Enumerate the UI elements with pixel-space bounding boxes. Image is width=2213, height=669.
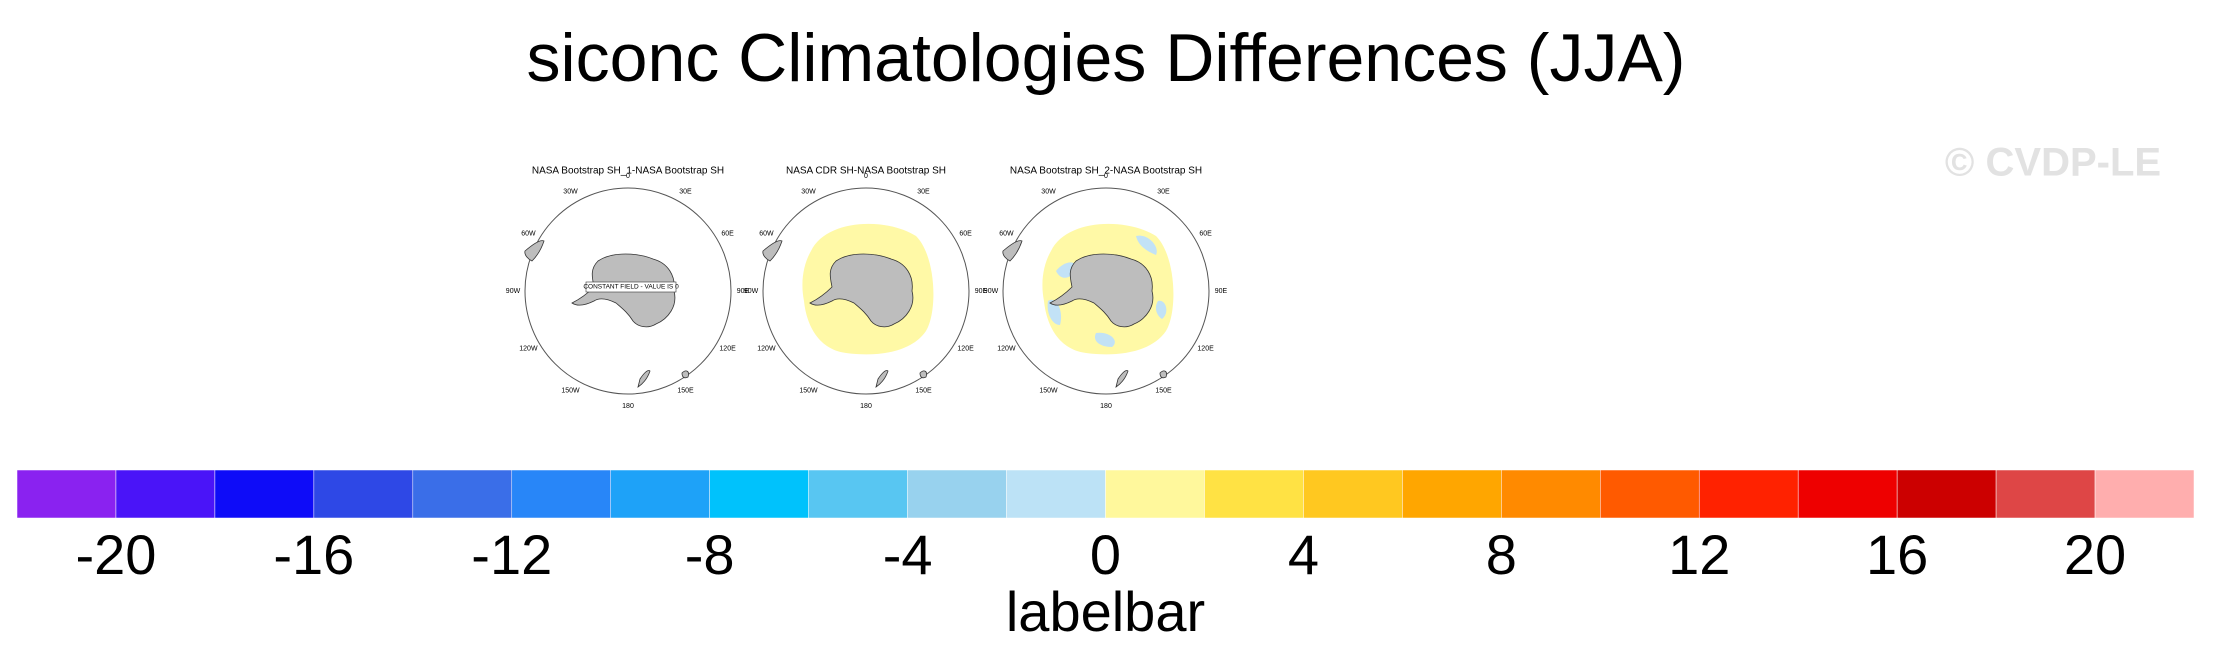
color-box: [511, 469, 611, 519]
land: [1115, 370, 1167, 388]
panel-title: NASA Bootstrap SH_2-NASA Bootstrap SH: [1010, 166, 1202, 177]
color-box: [808, 469, 908, 519]
color-box: [1006, 469, 1106, 519]
x-tick-label: -12: [471, 523, 552, 586]
color-box: [1797, 469, 1898, 519]
longitude-label: 30E: [917, 188, 930, 195]
annotation: CONSTANT FIELD - VALUE IS 0: [583, 284, 679, 291]
longitude-label: 90W: [984, 288, 999, 295]
color-box: [115, 469, 216, 519]
longitude-label: 150W: [1039, 387, 1058, 394]
color-box: [709, 469, 809, 519]
color-box: [1303, 469, 1403, 519]
longitude-label: 90E: [737, 288, 750, 295]
longitude-label: 150W: [799, 387, 818, 394]
longitude-label: 120E: [957, 345, 974, 352]
color-box: [907, 469, 1007, 519]
color-box: [313, 469, 414, 519]
longitude-label: 0: [1104, 173, 1108, 180]
x-tick-label: 16: [1866, 523, 1928, 586]
longitude-label: 30W: [801, 188, 816, 195]
longitude-label: 90E: [975, 288, 988, 295]
color-box: [412, 469, 513, 519]
longitude-label: 120W: [519, 345, 538, 352]
longitude-label: 150E: [1155, 387, 1172, 394]
longitude-label: 60W: [521, 230, 536, 237]
color-box: [214, 469, 315, 519]
longitude-label: 0: [626, 173, 630, 180]
longitude-label: 60E: [959, 230, 972, 237]
panel-title: NASA CDR SH-NASA Bootstrap SH: [786, 166, 946, 177]
color-box: [1105, 469, 1205, 519]
x-tick-label: -16: [273, 523, 354, 586]
longitude-label: 60E: [1199, 230, 1212, 237]
annotation-box: [585, 281, 677, 293]
longitude-label: 150E: [915, 387, 932, 394]
color-box: [16, 469, 117, 519]
longitude-label: 120E: [1197, 345, 1214, 352]
longitude-label: 30W: [1041, 188, 1056, 195]
color-box: [1600, 469, 1700, 519]
longitude-label: 90W: [744, 288, 759, 295]
map-panel: NASA Bootstrap SH_2-NASA Bootstrap SH0 30…: [984, 166, 1228, 410]
x-tick-label: 0: [1090, 523, 1121, 586]
longitude-label: 0: [864, 173, 868, 180]
longitude-label: 150E: [677, 387, 694, 394]
x-tick-label: 4: [1288, 523, 1319, 586]
longitude-label: 60W: [999, 230, 1014, 237]
longitude-label: 120W: [997, 345, 1016, 352]
ice-difference: [1155, 300, 1167, 319]
longitude-label: 180: [1100, 403, 1112, 410]
color-box: [1501, 469, 1601, 519]
longitude-label: 120E: [719, 345, 736, 352]
color-box: [2094, 469, 2195, 519]
x-tick-label: -8: [685, 523, 735, 586]
ice-difference: [1047, 299, 1062, 325]
land: [809, 253, 914, 328]
panel-title: NASA Bootstrap SH_1-NASA Bootstrap SH: [532, 166, 724, 177]
map-panel: NASA CDR SH-NASA Bootstrap SH0 30E 60E 90E 1…: [744, 166, 988, 410]
x-tick-label: 8: [1486, 523, 1517, 586]
longitude-label: 30E: [679, 188, 692, 195]
x-tick-label: -20: [75, 523, 156, 586]
longitude-label: 90E: [1215, 288, 1228, 295]
color-box: [1204, 469, 1304, 519]
ice-difference: [1136, 235, 1157, 255]
ice-difference: [1094, 332, 1115, 347]
x-tick-label: 12: [1668, 523, 1730, 586]
color-box: [610, 469, 710, 519]
color-box: [1995, 469, 2096, 519]
longitude-label: 180: [622, 403, 634, 410]
color-box: [1698, 469, 1799, 519]
x-tick-label: 20: [2064, 523, 2126, 586]
longitude-label: 60E: [721, 230, 734, 237]
land: [875, 370, 927, 388]
longitude-label: 180: [860, 403, 872, 410]
map-panel: NASA Bootstrap SH_1-NASA Bootstrap SH0 30…: [506, 166, 750, 410]
x-tick-label: -4: [883, 523, 933, 586]
x-axis-label: labelbar: [1006, 580, 1205, 643]
longitude-label: 60W: [759, 230, 774, 237]
title: siconc Climatologies Differences (JJA): [527, 20, 1686, 96]
land: [1002, 240, 1023, 262]
land: [524, 240, 545, 262]
longitude-label: 30W: [563, 188, 578, 195]
longitude-label: 90W: [506, 288, 521, 295]
land: [1049, 253, 1154, 328]
land: [762, 240, 783, 262]
color-box: [1896, 469, 1997, 519]
longitude-label: 150W: [561, 387, 580, 394]
longitude-label: 120W: [757, 345, 776, 352]
watermark: © CVDP-LE: [1945, 141, 2161, 185]
land: [637, 370, 689, 388]
longitude-label: 30E: [1157, 188, 1170, 195]
color-box: [1402, 469, 1502, 519]
